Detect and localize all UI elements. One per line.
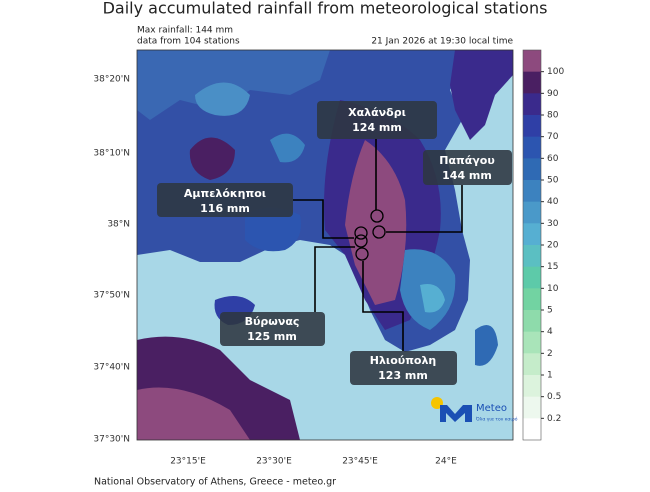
lat-label: 37°30'N (93, 435, 130, 445)
leader (386, 185, 463, 233)
lat-label: 37°50'N (93, 291, 130, 301)
lat-label: 37°40'N (93, 363, 130, 373)
colorbar-label: 0.5 (547, 392, 561, 402)
island (245, 207, 301, 252)
lat-label: 38°10'N (93, 149, 130, 159)
colorbar-label: 2 (547, 349, 553, 359)
callout-box (220, 312, 325, 346)
colorbar-label: 100 (547, 67, 564, 77)
callout-name: Χαλάνδρι (348, 106, 406, 119)
colorbar-label: 80 (547, 111, 559, 121)
colorbar-segment (523, 50, 541, 73)
colorbar-segment (523, 115, 541, 138)
callout-name: Παπάγου (439, 154, 495, 167)
leader-lines (293, 139, 463, 351)
station-marker (355, 247, 369, 261)
colorbar-segment (523, 288, 541, 311)
colorbar-label: 50 (547, 176, 559, 186)
callout-box (350, 351, 457, 385)
colorbar-label: 5 (547, 306, 553, 316)
lat-label: 38°20'N (93, 75, 130, 85)
colorbar-segment (523, 266, 541, 289)
map-frame (136, 49, 514, 441)
footer: National Observatory of Athens, Greece -… (94, 477, 336, 488)
callout: Βύρωνας 125 mm (220, 312, 325, 346)
station-count: data from 104 stations (137, 37, 240, 47)
colorbar-segment (523, 158, 541, 181)
colorbar-label: 90 (547, 89, 559, 99)
colorbar: 100 90 80 70 60 50 40 30 20 15 10 5 4 2 1 0.5 0.2 (522, 49, 564, 441)
leader (362, 261, 404, 351)
logo-tagline: Όλα για τον καιρό (475, 416, 518, 423)
colorbar-segment (523, 375, 541, 398)
lon-label: 23°45'E (342, 457, 378, 467)
callout-amount: 124 mm (352, 121, 402, 134)
colorbar-segment (523, 71, 541, 94)
callout: Αμπελόκηποι 116 mm (157, 183, 293, 217)
station-marker (370, 209, 384, 223)
colorbar-segment (523, 353, 541, 376)
lon-label: 23°30'E (256, 457, 292, 467)
lat-labels: 38°20'N 38°10'N 38°N 37°50'N 37°40'N 37°… (93, 75, 457, 467)
callout-amount: 116 mm (200, 202, 250, 215)
colorbar-label: 1 (547, 371, 553, 381)
colorbar-segment (523, 245, 541, 268)
colorbar-segment (523, 180, 541, 203)
logo-mark (440, 405, 472, 422)
callout-box (157, 183, 293, 217)
colorbar-segment (523, 201, 541, 224)
callout-amount: 144 mm (442, 169, 492, 182)
leader (314, 246, 355, 312)
callout: Παπάγου 144 mm (423, 150, 512, 185)
colorbar-label: 15 (547, 262, 558, 272)
colorbar-label: 30 (547, 219, 559, 229)
island (475, 325, 498, 366)
evia (450, 50, 513, 140)
rain-zone (270, 133, 305, 163)
station-marker (372, 225, 386, 239)
colorbar-segment (523, 331, 541, 354)
timestamp: 21 Jan 2026 at 19:30 local time (371, 37, 513, 47)
lon-label: 23°15'E (170, 457, 206, 467)
colorbar-label: 20 (547, 241, 559, 251)
rain-zone (189, 137, 235, 180)
colorbar-segment (523, 418, 541, 441)
callout-name: Ηλιούπολη (370, 354, 437, 367)
lon-label: 24°E (435, 457, 457, 467)
callout: Χαλάνδρι 124 mm (317, 101, 437, 139)
max-rainfall: Max rainfall: 144 mm (137, 26, 233, 36)
logo: Meteo Όλα για τον καιρό (431, 397, 518, 423)
logo-brand: Meteo (476, 403, 507, 414)
callout-amount: 125 mm (247, 330, 297, 343)
callout-amount: 123 mm (378, 369, 428, 382)
leader (293, 199, 354, 239)
callout-box (423, 150, 512, 185)
station-marker (354, 234, 368, 248)
colorbar-label: 0.2 (547, 414, 561, 424)
colorbar-label: 60 (547, 154, 559, 164)
colorbar-label: 4 (547, 327, 553, 337)
station-marker (354, 226, 368, 240)
colorbar-label: 70 (547, 132, 559, 142)
callout: Ηλιούπολη 123 mm (350, 351, 457, 385)
callout-name: Αμπελόκηποι (184, 187, 266, 200)
peninsula (137, 387, 250, 440)
title: Daily accumulated rainfall from meteorol… (103, 0, 548, 18)
rain-zone (420, 284, 445, 313)
colorbar-segment (523, 223, 541, 246)
callout-name: Βύρωνας (245, 315, 300, 328)
lat-label: 38°N (107, 220, 130, 230)
colorbar-segment (523, 136, 541, 159)
colorbar-segment (523, 310, 541, 333)
callout-box (317, 101, 437, 139)
colorbar-label: 40 (547, 197, 559, 207)
colorbar-segment (523, 396, 541, 419)
colorbar-segment (523, 93, 541, 116)
rain-zone (195, 82, 250, 116)
colorbar-label: 10 (547, 284, 559, 294)
